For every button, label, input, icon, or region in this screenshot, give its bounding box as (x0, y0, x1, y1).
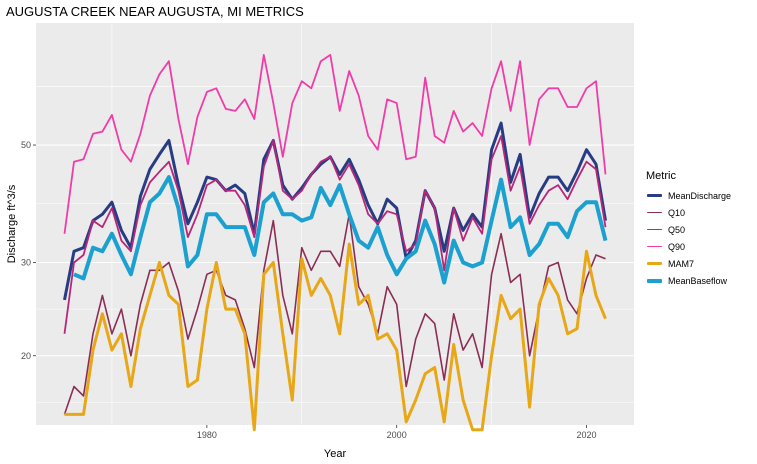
series-line-meandischarge (63, 121, 607, 301)
legend-title: Metric (646, 170, 676, 182)
legend-label: MeanBaseflow (668, 275, 728, 286)
legend-swatch (647, 228, 662, 231)
legend-key (646, 272, 663, 289)
legend-item-meandischarge: MeanDischarge (646, 187, 731, 204)
x-axis-label: Year (324, 448, 347, 460)
legend-label: MeanDischarge (668, 190, 732, 201)
series-line-mam7 (64, 242, 607, 432)
series-line-q90 (63, 54, 607, 234)
y-tick-label: 30 (21, 258, 31, 268)
legend-key (646, 204, 663, 221)
series-lines (63, 54, 608, 432)
legend-swatch (647, 194, 662, 197)
series-line-q10 (63, 213, 606, 415)
legend-swatch (647, 278, 662, 283)
legend-items: MeanDischarge Q10 Q50 Q90 MAM7 MeanBaseflow (646, 187, 731, 289)
legend-label: Q10 (668, 207, 686, 218)
legend-key (646, 238, 663, 255)
series-line-q50 (63, 135, 607, 334)
legend-label: MAM7 (668, 258, 695, 269)
x-tick-label: 1980 (197, 430, 217, 440)
x-tick-label: 2000 (387, 430, 407, 440)
legend-item-mam7: MAM7 (646, 255, 731, 272)
legend-label: Q90 (668, 241, 686, 252)
legend-key (646, 221, 663, 238)
legend-swatch (647, 262, 662, 265)
legend-item-q50: Q50 (646, 221, 731, 238)
y-tick-label: 50 (21, 140, 31, 150)
y-tick-label: 20 (21, 351, 31, 361)
series-line-meanbaseflow (73, 175, 608, 285)
legend-swatch (647, 245, 662, 248)
y-axis-ticks: 20 30 50 (21, 140, 36, 361)
legend-key (646, 255, 663, 272)
legend-item-meanbaseflow: MeanBaseflow (646, 272, 731, 289)
x-axis-ticks: 1980 2000 2020 (197, 425, 597, 440)
legend-label: Q50 (668, 224, 686, 235)
y-axis-label: Discharge ft^3/s (6, 184, 18, 263)
chart-title: AUGUSTA CREEK NEAR AUGUSTA, MI METRICS (6, 4, 304, 19)
legend-item-q10: Q10 (646, 204, 731, 221)
legend-swatch (647, 211, 662, 214)
legend: Metric MeanDischarge Q10 Q50 Q90 MAM7 MeanBas… (646, 170, 731, 289)
legend-key (646, 187, 663, 204)
x-tick-label: 2020 (577, 430, 597, 440)
legend-item-q90: Q90 (646, 238, 731, 255)
